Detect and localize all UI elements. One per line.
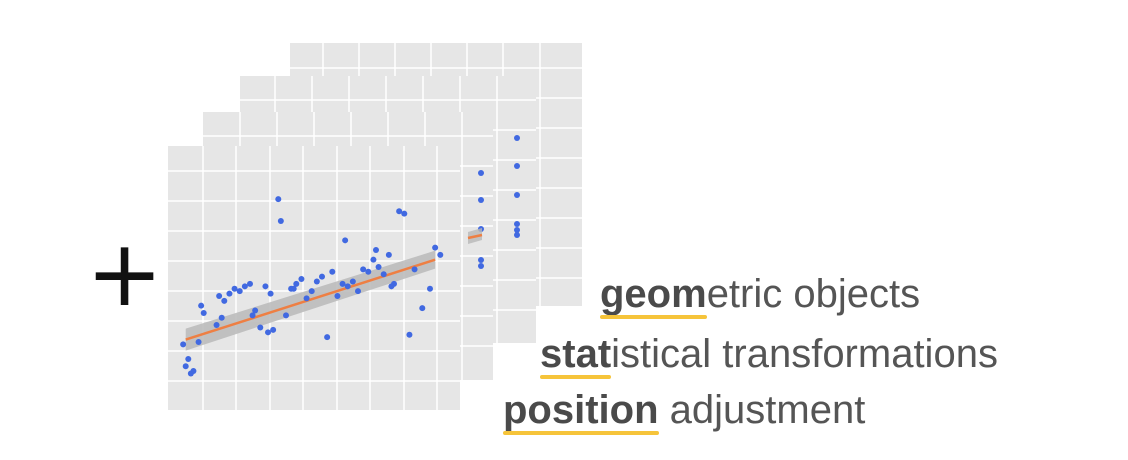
- highlight-position: position: [503, 388, 659, 432]
- data-point: [267, 290, 274, 297]
- data-point: [236, 288, 243, 295]
- data-point: [406, 331, 413, 338]
- data-point: [221, 297, 228, 304]
- layer-point: [478, 263, 484, 269]
- label-position-adjustment: position adjustment: [503, 386, 865, 434]
- data-point: [270, 326, 277, 333]
- data-point: [241, 283, 248, 290]
- data-point: [437, 251, 444, 258]
- data-point: [303, 295, 310, 302]
- label-position-rest: adjustment: [658, 388, 866, 432]
- front-scatter-plot: [168, 146, 460, 410]
- data-point: [308, 288, 315, 295]
- layer-point: [514, 232, 520, 238]
- data-point: [283, 312, 289, 319]
- highlight-geom: geom: [600, 272, 707, 316]
- data-point: [419, 305, 426, 312]
- data-point: [375, 263, 382, 270]
- layer-point: [478, 197, 484, 203]
- data-point: [355, 288, 361, 295]
- data-point: [231, 285, 238, 292]
- data-point: [262, 283, 269, 290]
- data-point: [198, 302, 205, 309]
- highlight-stat: stat: [540, 332, 612, 376]
- layer-point: [478, 257, 484, 263]
- data-point: [275, 196, 282, 203]
- data-point: [213, 322, 220, 329]
- layer-point: [514, 163, 520, 169]
- data-point: [396, 208, 403, 215]
- data-point: [182, 363, 189, 370]
- data-point: [411, 266, 418, 273]
- data-point: [344, 283, 351, 290]
- data-point: [200, 309, 207, 316]
- data-point: [313, 278, 320, 285]
- data-point: [298, 276, 305, 283]
- data-point: [277, 217, 284, 224]
- label-geom-rest: etric objects: [706, 272, 921, 316]
- data-point: [185, 355, 192, 362]
- layer-point: [514, 221, 520, 227]
- data-point: [365, 268, 372, 275]
- data-point: [216, 293, 223, 299]
- layer-point: [478, 170, 484, 176]
- data-point: [226, 290, 233, 297]
- trend-line: [185, 258, 436, 341]
- layer-point: [514, 227, 520, 233]
- data-point: [190, 368, 197, 375]
- data-point: [342, 237, 349, 244]
- data-point: [380, 271, 387, 278]
- plot-panel: [168, 146, 460, 410]
- label-geometric-objects: geometric objects: [600, 270, 920, 318]
- data-points: [180, 196, 444, 377]
- data-point: [247, 280, 253, 287]
- layer-trend: [467, 233, 483, 240]
- data-point: [290, 285, 297, 292]
- data-point: [427, 285, 433, 292]
- data-point: [432, 244, 439, 251]
- plus-sign: +: [86, 220, 164, 327]
- layer-point: [514, 135, 520, 141]
- data-point: [293, 280, 300, 287]
- data-point: [349, 278, 356, 285]
- layer-point: [514, 192, 520, 198]
- data-point: [373, 247, 379, 253]
- label-statistical-transformations: statistical transformations: [540, 330, 998, 378]
- data-point: [257, 324, 264, 331]
- label-stat-rest: istical transformations: [611, 332, 998, 376]
- data-point: [252, 307, 259, 314]
- data-point: [334, 293, 341, 299]
- data-point: [339, 280, 346, 287]
- data-point: [195, 339, 202, 345]
- data-point: [265, 329, 271, 336]
- data-point: [319, 273, 325, 280]
- data-point: [180, 341, 187, 348]
- data-point: [385, 251, 392, 258]
- data-point: [249, 312, 256, 319]
- data-point: [324, 334, 331, 341]
- data-point: [388, 283, 395, 290]
- data-point: [329, 268, 336, 275]
- data-point: [370, 256, 377, 263]
- data-point: [360, 266, 367, 273]
- data-point: [218, 314, 225, 321]
- data-point: [401, 210, 408, 217]
